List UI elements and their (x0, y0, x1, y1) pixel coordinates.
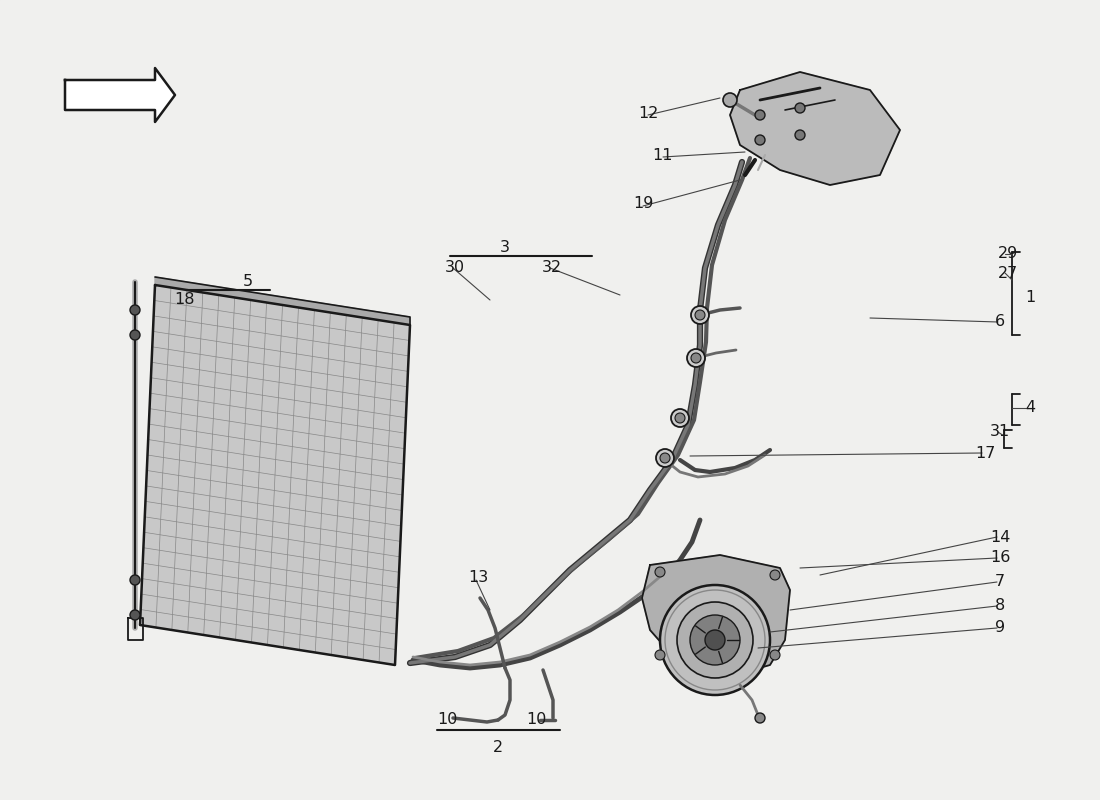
Circle shape (795, 103, 805, 113)
Text: 10: 10 (437, 713, 458, 727)
Circle shape (695, 310, 705, 320)
Polygon shape (642, 555, 790, 672)
Text: 18: 18 (175, 293, 196, 307)
Text: 8: 8 (994, 598, 1005, 614)
Text: 9: 9 (994, 621, 1005, 635)
Text: 4: 4 (1025, 401, 1035, 415)
Circle shape (660, 585, 770, 695)
Text: 14: 14 (990, 530, 1010, 545)
Circle shape (656, 449, 674, 467)
Text: 10: 10 (526, 713, 547, 727)
Polygon shape (65, 68, 175, 122)
Text: 3: 3 (500, 239, 510, 254)
Text: 1: 1 (1025, 290, 1035, 306)
Text: 17: 17 (975, 446, 996, 461)
Text: 30: 30 (444, 261, 465, 275)
Text: 19: 19 (632, 197, 653, 211)
Circle shape (130, 305, 140, 315)
Text: 7: 7 (994, 574, 1005, 590)
Circle shape (770, 570, 780, 580)
Circle shape (723, 93, 737, 107)
Text: 27: 27 (998, 266, 1019, 281)
Circle shape (691, 353, 701, 363)
Text: 32: 32 (542, 261, 562, 275)
Text: 12: 12 (638, 106, 658, 121)
Circle shape (690, 615, 740, 665)
Circle shape (130, 610, 140, 620)
Polygon shape (140, 285, 410, 665)
Text: 11: 11 (652, 147, 673, 162)
Text: 31: 31 (990, 425, 1010, 439)
Polygon shape (155, 277, 410, 325)
Circle shape (675, 413, 685, 423)
Text: 13: 13 (468, 570, 488, 586)
Text: 5: 5 (243, 274, 253, 290)
Circle shape (676, 602, 754, 678)
Text: 6: 6 (994, 314, 1005, 330)
Circle shape (705, 630, 725, 650)
Text: 16: 16 (990, 550, 1010, 566)
Polygon shape (730, 72, 900, 185)
Circle shape (755, 135, 764, 145)
Circle shape (654, 567, 666, 577)
Circle shape (770, 650, 780, 660)
Circle shape (755, 110, 764, 120)
Circle shape (795, 130, 805, 140)
Circle shape (671, 409, 689, 427)
Circle shape (688, 349, 705, 367)
Circle shape (130, 575, 140, 585)
Circle shape (660, 453, 670, 463)
Circle shape (691, 306, 710, 324)
Text: 2: 2 (493, 741, 503, 755)
Circle shape (755, 713, 764, 723)
Text: 29: 29 (998, 246, 1019, 262)
Circle shape (654, 650, 666, 660)
Circle shape (130, 330, 140, 340)
